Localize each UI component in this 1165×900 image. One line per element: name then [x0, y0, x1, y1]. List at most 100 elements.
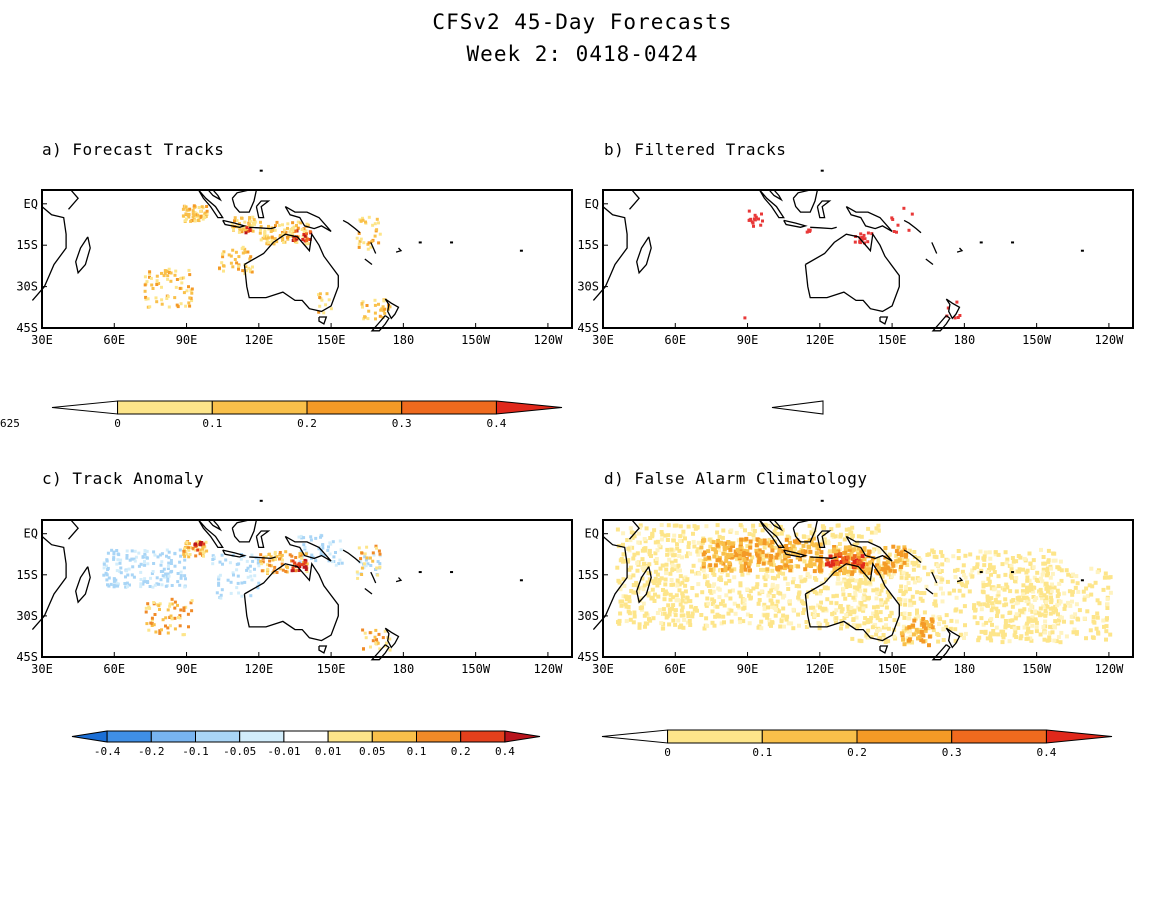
climatology-cell — [1043, 561, 1048, 566]
anomaly-pos-cell — [204, 540, 208, 544]
track-cell — [191, 209, 195, 213]
climatology-cell — [673, 622, 678, 627]
climatology-cell — [643, 621, 648, 626]
climatology-cell-mid — [725, 552, 730, 557]
anomaly-pos-cell — [364, 636, 368, 640]
anomaly-neg-cell — [183, 558, 187, 562]
track-cell — [150, 283, 154, 287]
climatology-cell — [1044, 586, 1049, 591]
anomaly-pos-cell — [381, 636, 385, 640]
climatology-cell — [698, 549, 703, 554]
climatology-cell-mid — [756, 537, 761, 542]
climatology-cell — [880, 574, 885, 579]
climatology-cell — [941, 591, 945, 596]
track-cell — [190, 299, 194, 303]
climatology-cell — [936, 639, 941, 644]
track-cell — [144, 297, 148, 301]
map-frame — [41, 519, 573, 658]
climatology-cell — [747, 532, 752, 536]
track-cell-high — [301, 238, 305, 241]
climatology-cell — [737, 617, 742, 622]
track-cell — [366, 247, 370, 251]
island-mark — [519, 579, 523, 582]
climatology-cell — [1029, 587, 1034, 592]
climatology-cell — [769, 588, 774, 593]
climatology-cell — [996, 592, 1001, 597]
climatology-cell — [729, 528, 734, 533]
anomaly-pos-cell — [147, 605, 151, 609]
anomaly-neg-cell — [132, 557, 136, 561]
climatology-cell — [1084, 586, 1089, 591]
climatology-cell-mid — [811, 536, 816, 541]
climatology-cell — [681, 625, 686, 630]
track-cell — [285, 235, 289, 239]
climatology-cell — [1095, 570, 1100, 575]
anomaly-neg-cell — [235, 586, 239, 590]
climatology-cell — [1049, 589, 1054, 594]
climatology-cell — [949, 618, 954, 623]
climatology-cell — [775, 531, 780, 536]
climatology-cell — [660, 532, 665, 537]
climatology-cell-mid — [787, 540, 792, 545]
climatology-cell — [863, 573, 867, 578]
climatology-cell — [988, 556, 993, 561]
anomaly-pos-cell — [144, 610, 148, 614]
climatology-cell — [749, 595, 753, 600]
climatology-cell — [1047, 585, 1052, 590]
climatology-cell — [711, 571, 716, 576]
anomaly-neg-cell — [249, 594, 253, 598]
track-cell — [248, 257, 252, 261]
climatology-cell — [1089, 592, 1094, 597]
anomaly-neg-cell — [184, 577, 187, 581]
climatology-cell — [858, 588, 863, 593]
coastline-africa — [31, 206, 67, 301]
anomaly-neg-cell — [257, 564, 261, 568]
track-cell — [247, 222, 251, 226]
track-cell — [277, 223, 281, 227]
track-cell — [282, 241, 286, 244]
climatology-cell-mid — [715, 543, 720, 548]
climatology-cell — [636, 586, 641, 591]
island-mark — [979, 241, 983, 244]
climatology-cell — [990, 622, 994, 627]
climatology-cell — [1066, 600, 1070, 605]
anomaly-neg-cell — [178, 560, 182, 564]
climatology-cell-high — [851, 562, 855, 567]
climatology-cell — [659, 621, 664, 626]
climatology-cell — [662, 597, 667, 602]
climatology-cell — [945, 558, 950, 563]
coastline-nzSouth — [370, 644, 390, 661]
climatology-cell — [713, 614, 718, 619]
climatology-cell — [1106, 585, 1111, 590]
climatology-cell — [1013, 614, 1018, 619]
climatology-cell-mid — [719, 560, 724, 565]
panel-b-title: b) Filtered Tracks — [604, 140, 787, 159]
anomaly-neg-cell — [139, 578, 143, 581]
anomaly-pos-cell — [196, 542, 200, 546]
anomaly-neg-cell — [166, 576, 170, 580]
climatology-cell — [690, 614, 695, 619]
track-cell — [175, 278, 179, 281]
climatology-cell — [992, 570, 997, 574]
track-cell — [148, 270, 152, 274]
anomaly-neg-cell — [219, 593, 223, 597]
climatology-cell — [770, 568, 775, 573]
climatology-cell-mid — [923, 626, 928, 631]
climatology-cell — [857, 607, 862, 612]
climatology-cell — [963, 553, 968, 558]
climatology-cell — [984, 620, 989, 625]
track-cell — [174, 285, 178, 289]
anomaly-pos-cell — [375, 638, 378, 642]
coastline-borneo — [231, 189, 258, 213]
climatology-cell — [1053, 625, 1057, 630]
climatology-cell — [1074, 574, 1079, 579]
climatology-cell — [863, 588, 868, 593]
track-cell — [273, 228, 277, 232]
anomaly-pos-cell — [164, 624, 167, 628]
track-cell — [291, 229, 295, 233]
climatology-cell — [719, 578, 724, 582]
climatology-cell — [624, 604, 629, 609]
anomaly-neg-cell — [124, 585, 128, 589]
climatology-cell — [779, 619, 784, 624]
climatology-cell — [770, 558, 775, 563]
